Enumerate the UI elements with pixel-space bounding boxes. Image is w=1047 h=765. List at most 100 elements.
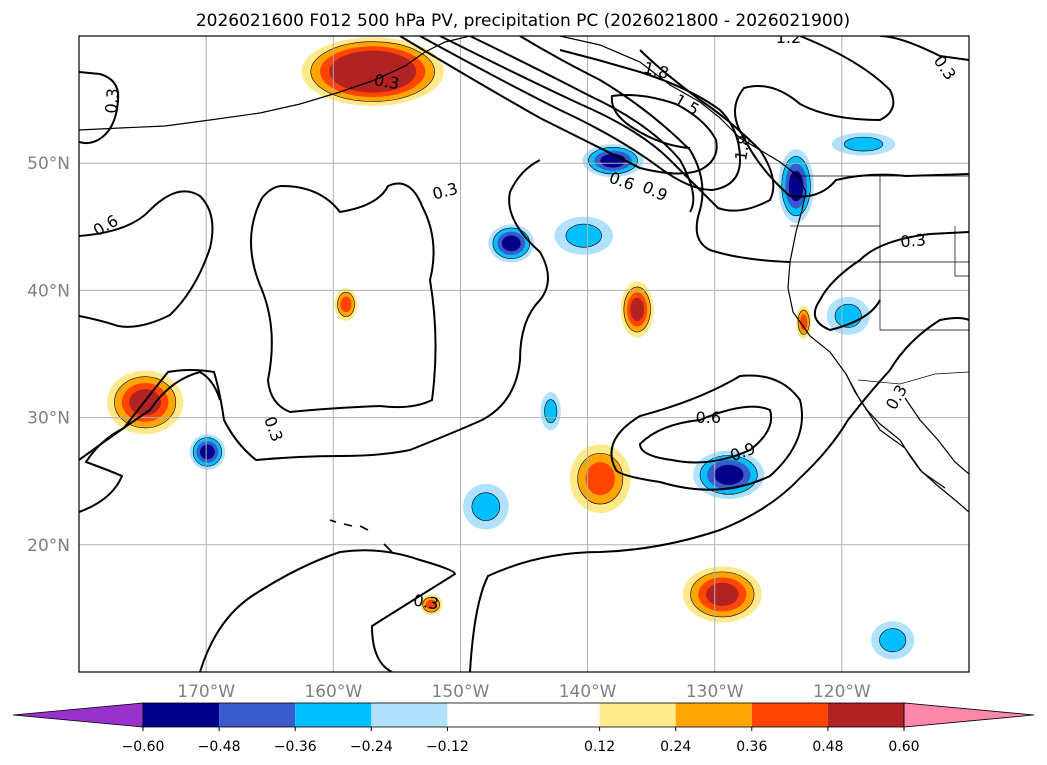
precip-level-3 [340, 296, 352, 313]
coastline-mainland-mexico [904, 397, 969, 475]
contour-label: 0.9 [639, 177, 670, 205]
coastline-panhandle [559, 36, 807, 193]
precip-neg-inland [831, 132, 896, 156]
precip-level-2 [843, 136, 884, 152]
lat-tick-label: 20°N [27, 536, 70, 556]
precip-level-2 [544, 399, 558, 424]
colorbar: −0.60 −0.48 −0.36 −0.24 −0.12 0.12 0.24 0.36 0.4… [12, 702, 1035, 755]
precip-neg-west [189, 434, 226, 470]
colorbar-tick-label: −0.12 [426, 739, 469, 755]
precip-pos-south [682, 566, 762, 623]
contour-0.3-loop [250, 182, 437, 414]
colorbar-tick-label: −0.48 [198, 739, 241, 755]
precip-level-3 [800, 314, 808, 331]
colorbar-extend-high [903, 702, 1035, 728]
colorbar-tick-label: 0.60 [888, 739, 919, 755]
precip-level-4 [630, 297, 645, 322]
precip-neg-small [540, 392, 561, 431]
contour-label: 0.3 [430, 179, 460, 204]
colorbar-bin [599, 703, 676, 727]
contour-0.6-west [79, 370, 221, 461]
colorbar-bin [295, 703, 372, 727]
border-states-4 [954, 226, 969, 277]
colorbar-bin [447, 703, 600, 727]
colorbar-tick-label: 0.48 [812, 739, 843, 755]
map-title: 2026021600 F012 500 hPa PV, precipitatio… [196, 11, 850, 31]
contour-label: 1.8 [731, 134, 754, 162]
precip-pos-small-south [419, 594, 443, 615]
border-states-2 [879, 176, 969, 331]
lat-tick-label: 40°N [27, 281, 70, 301]
precip-neg-pnw [778, 149, 814, 223]
lon-tick-label: 130°W [686, 682, 744, 702]
contour-0.3-northwest [79, 71, 120, 145]
contour-label: 0.3 [930, 52, 960, 84]
colorbar-tick-label: −0.24 [350, 739, 393, 755]
contour-label: 0.3 [101, 87, 122, 114]
contour-label: 1.8 [641, 58, 671, 83]
coastline-baja [845, 373, 946, 489]
lon-tick-label: 160°W [304, 682, 362, 702]
precip-level-4 [329, 50, 417, 93]
lat-tick-label: 50°N [27, 154, 70, 174]
precip-neg-mid-1 [488, 224, 535, 263]
colorbar-tick-label: 0.36 [736, 739, 767, 755]
precip-level-4 [200, 444, 215, 460]
contour-label: 1.5 [671, 90, 703, 119]
hawaii-islands [329, 519, 393, 553]
coastline-alaska [79, 36, 471, 131]
colorbar-extend-low [12, 702, 144, 728]
contour-label: 1.2 [776, 28, 801, 47]
precip-neg-subtrop-west [462, 483, 509, 530]
lon-tick-label: 120°W [813, 682, 871, 702]
precip-level-2 [471, 492, 501, 521]
contour-1.2 [439, 36, 775, 212]
colorbar-tick-label: 0.12 [584, 739, 615, 755]
precip-pos-mid-1 [334, 287, 358, 321]
contour-1.5 [419, 36, 742, 192]
colorbar-tick-label: 0.24 [660, 739, 691, 755]
colorbar-bin [219, 703, 296, 727]
colorbar-tick-label: −0.36 [274, 739, 317, 755]
colorbar-bin [827, 703, 904, 727]
lon-tick-label: 140°W [559, 682, 617, 702]
precip-level-3 [585, 462, 615, 496]
precip-level-2 [565, 223, 602, 248]
precip-level-4 [705, 582, 739, 607]
colorbar-bin [751, 703, 828, 727]
precip-neg-southeast [871, 621, 915, 660]
precip-pos-subtrop [569, 444, 631, 513]
precip-pos-mid-2 [620, 281, 654, 338]
precip-neg-mid-2 [554, 216, 613, 255]
colorbar-bin [143, 703, 220, 727]
precip-level-4 [501, 235, 521, 252]
contour-0.9-subtrop [638, 405, 772, 464]
colorbar-outline [142, 702, 905, 728]
axis-tick-labels: 170°W 160°W 150°W 140°W 130°W 120°W 20°N 30°N 40… [27, 154, 871, 702]
precip-level-4 [600, 153, 626, 168]
precip-level-4 [713, 464, 744, 485]
colorbar-bin [675, 703, 752, 727]
contour-label: 0.3 [900, 230, 927, 251]
contour-label: 0.6 [696, 408, 721, 427]
coastlines [79, 36, 969, 553]
colorbar-tick-label: −0.60 [122, 739, 165, 755]
lon-tick-label: 170°W [177, 682, 235, 702]
contour-0.3-subtrop [79, 159, 549, 513]
contour-label: 0.3 [260, 414, 287, 444]
precip-level-2 [879, 628, 907, 653]
contour-label: 0.3 [412, 590, 440, 613]
precip-level-3 [425, 599, 437, 610]
contour-1.8 [399, 36, 718, 175]
contour-0.3-main [79, 190, 214, 328]
border-us-mexico [857, 371, 969, 385]
precip-neg-bc-offshore [582, 144, 644, 178]
contour-0.9-pv-band [469, 36, 695, 213]
contour-label: 0.3 [373, 70, 401, 93]
precip-gulf-alaska-max [301, 37, 444, 106]
contour-0.6-subtrop [610, 374, 803, 491]
contour-0.3-southeast [469, 317, 969, 672]
precip-pos-coast [796, 305, 812, 339]
contour-label: 0.6 [90, 211, 122, 240]
